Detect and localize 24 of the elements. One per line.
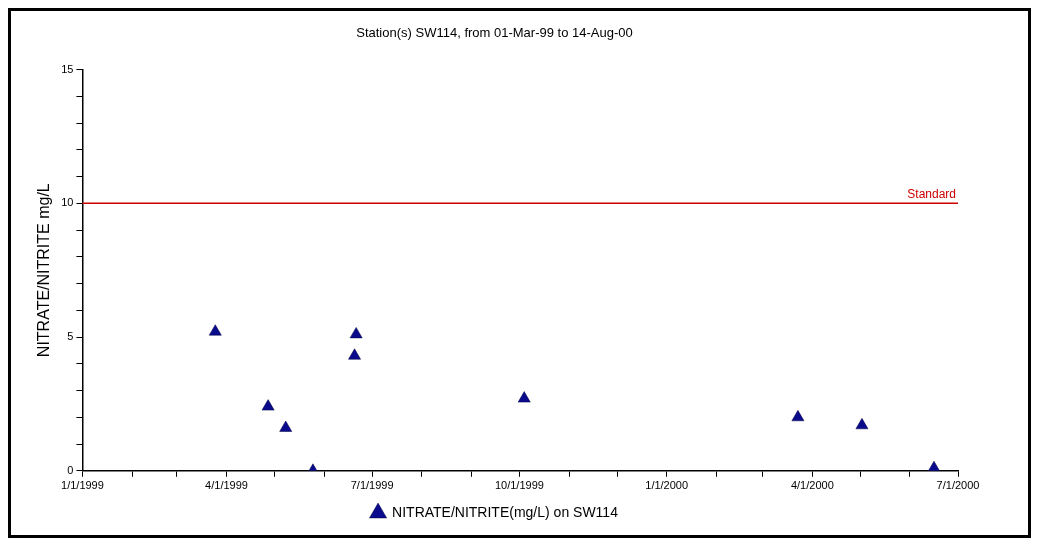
point [517, 391, 531, 403]
point [348, 348, 361, 360]
x-tick-label: 7/1/1999 [350, 479, 394, 492]
point [927, 460, 941, 471]
point [279, 420, 293, 432]
y-tick-label: 10 [61, 196, 74, 209]
point [855, 418, 869, 430]
point [208, 324, 222, 336]
x-tick-label: 1/1/2000 [645, 479, 689, 492]
x-tick-label: 10/1/1999 [494, 479, 544, 492]
y-axis-title: NITRATE/NITRITE mg/L [35, 183, 53, 358]
x-tick-label: 4/1/1999 [205, 479, 248, 492]
x-tick-label: 7/1/2000 [936, 479, 980, 492]
legend-label: NITRATE/NITRITE(mg/L) on SW114 [392, 503, 619, 520]
y-tick-label: 0 [67, 463, 74, 476]
x-tick-label: 1/1/1999 [61, 479, 104, 492]
y-tick-label: 5 [67, 330, 74, 343]
y-tick-label: 15 [61, 62, 74, 75]
point [261, 399, 275, 411]
point [791, 410, 805, 422]
chart-title: Station(s) SW114, from 01-Mar-99 to 14-Aug-00 [356, 25, 633, 41]
x-tick-label: 4/1/2000 [790, 479, 834, 492]
ref-line-label: Standard [907, 186, 956, 201]
point [349, 327, 363, 339]
